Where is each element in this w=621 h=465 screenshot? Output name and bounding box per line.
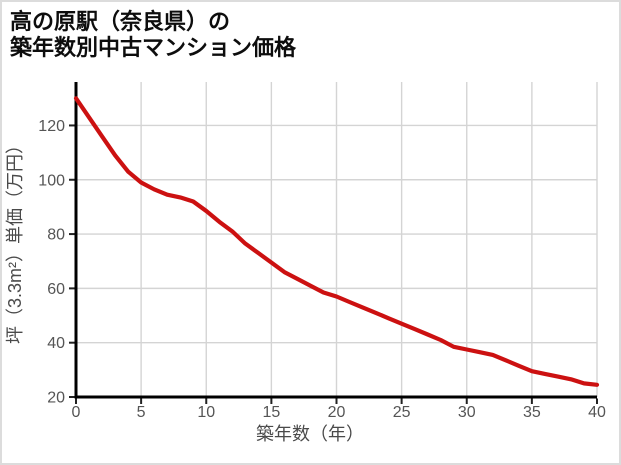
- y-tick-label: 80: [47, 227, 65, 244]
- x-tick-label: 25: [393, 404, 411, 421]
- x-tick-label: 10: [197, 404, 215, 421]
- x-tick-label: 20: [328, 404, 346, 421]
- y-tick-label: 120: [38, 118, 65, 135]
- x-tick-label: 40: [588, 404, 606, 421]
- y-axis-title: 坪（3.3m²）単価（万円）: [5, 136, 25, 344]
- x-tick-label: 5: [137, 404, 146, 421]
- x-axis-title: 築年数（年）: [256, 424, 364, 444]
- y-tick-label: 100: [38, 172, 65, 189]
- x-tick-label: 15: [262, 404, 280, 421]
- x-tick-label: 35: [523, 404, 541, 421]
- price-line: [73, 96, 600, 387]
- y-tick-label: 60: [47, 281, 65, 298]
- x-tick-label: 0: [72, 404, 81, 421]
- chart-title-line2: 築年数別中古マンション価格: [10, 35, 297, 60]
- y-tick-label: 20: [47, 390, 65, 407]
- x-tick-label: 30: [458, 404, 476, 421]
- y-tick-label: 40: [47, 335, 65, 352]
- chart-title: 高の原駅（奈良県）の 築年数別中古マンション価格: [10, 9, 296, 61]
- chart-title-line1: 高の原駅（奈良県）の: [10, 9, 231, 34]
